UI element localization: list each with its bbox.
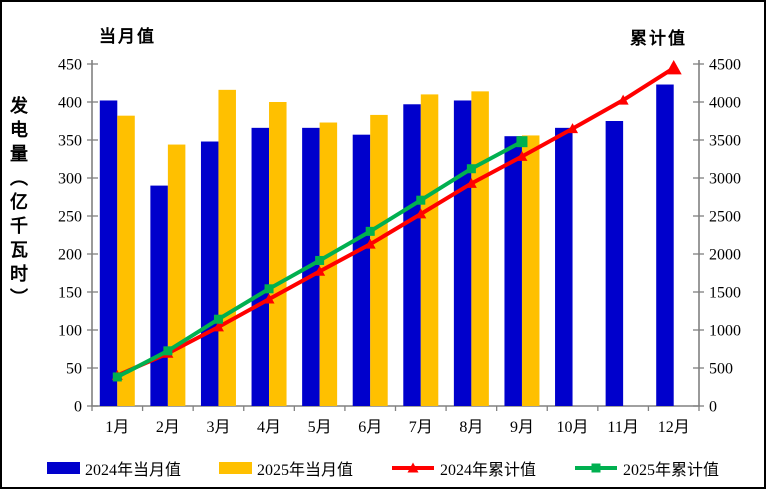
bar-2024年当月值-12月: [656, 84, 674, 407]
left-tick-label: 350: [58, 133, 82, 150]
left-tick-label: 300: [58, 171, 82, 188]
legend-label: 2024年累计值: [440, 462, 537, 479]
bar-2024年当月值-6月: [352, 134, 371, 406]
left-tick-label: 50: [66, 361, 82, 378]
x-tick-label: 8月: [459, 419, 483, 436]
left-tick-label: 450: [58, 57, 82, 74]
bar-2025年当月值-6月: [370, 114, 388, 407]
x-tick-label: 10月: [557, 419, 589, 436]
legend-swatch-bar-2024: [46, 462, 80, 474]
marker-2024年累计值: [415, 208, 427, 219]
marker-2025年累计值: [516, 136, 528, 148]
legend-item-2024-monthly: 2024年当月值: [46, 456, 181, 480]
left-axis: 0 50 100 150 200 250 300 350 400 450: [58, 57, 98, 416]
marker-2024年累计值: [212, 321, 224, 332]
marker-2024年累计值: [617, 94, 629, 105]
legend-item-2024-cumulative: 2024年累计值: [391, 456, 536, 480]
chart-legend: 2024年当月值 2025年当月值 2024年累计值 2025年累计值: [2, 456, 764, 480]
bar-2025年当月值-8月: [471, 91, 489, 407]
x-tick-label: 9月: [510, 419, 534, 436]
x-tick-label: 6月: [358, 419, 382, 436]
x-tick-label: 4月: [257, 419, 281, 436]
x-tick-label: 11月: [607, 419, 638, 436]
square-marker-icon: [575, 463, 618, 473]
bar-2025年当月值-1月: [117, 115, 135, 407]
bar-2024年当月值-8月: [453, 100, 472, 406]
marker-2024年累计值: [465, 177, 477, 188]
right-tick-label: 3000: [709, 171, 741, 188]
right-tick-label: 2000: [709, 247, 741, 264]
x-tick-label: 3月: [206, 419, 230, 436]
x-tick-label: 2月: [156, 419, 180, 436]
triangle-marker-icon: [392, 462, 434, 473]
marker-2024年累计值: [516, 150, 528, 161]
x-tick-label: 1月: [105, 419, 129, 436]
bar-2024年当月值-11月: [605, 121, 624, 406]
bar-2024年当月值-1月: [99, 100, 118, 406]
bar-2024年当月值-7月: [403, 104, 421, 406]
right-tick-label: 500: [709, 361, 733, 378]
right-tick-label: 0: [709, 399, 717, 416]
marker-2024年累计值: [665, 60, 682, 75]
legend-item-2025-cumulative: 2025年累计值: [574, 456, 719, 480]
left-tick-label: 100: [58, 323, 82, 340]
marker-2024年累计值: [567, 123, 579, 134]
legend-label: 2024年当月值: [84, 462, 181, 479]
legend-swatch-bar-2025: [218, 462, 252, 474]
legend-label: 2025年累计值: [623, 462, 720, 479]
marker-2025年累计值: [416, 195, 426, 205]
bar-2025年当月值-9月: [521, 135, 540, 406]
right-tick-label: 2500: [709, 209, 741, 226]
legend-label: 2025年当月值: [256, 462, 353, 479]
bar-2024年当月值-2月: [150, 185, 168, 406]
marker-2024年累计值: [314, 265, 326, 276]
bar-2025年当月值-3月: [218, 89, 236, 406]
legend-swatch-line-2025: [574, 461, 618, 475]
marker-2024年累计值: [364, 238, 376, 249]
marker-2025年累计值: [466, 164, 476, 174]
x-tick-label: 5月: [308, 419, 332, 436]
left-axis-title: 当月值: [99, 27, 156, 46]
right-tick-label: 4500: [709, 57, 741, 74]
bar-2025年当月值-5月: [319, 122, 338, 407]
x-tick-label: 7月: [409, 419, 433, 436]
right-axis-title: 累计值: [630, 29, 687, 48]
bar-2024年当月值-10月: [555, 127, 573, 406]
bar-2025年当月值-4月: [269, 102, 287, 406]
marker-2025年累计值: [365, 226, 375, 236]
marker-2024年累计值: [263, 293, 275, 304]
bars-2025年当月值: [117, 89, 540, 407]
legend-item-2025-monthly: 2025年当月值: [218, 456, 353, 480]
marker-2025年累计值: [213, 314, 223, 324]
bar-2024年当月值-4月: [251, 127, 270, 406]
right-tick-label: 4000: [709, 95, 741, 112]
right-axis: 0 500 1000 1500 2000 2500 3000 3500 4000 4500: [693, 57, 741, 416]
bar-2025年当月值-7月: [420, 94, 439, 407]
marker-2025年累计值: [264, 284, 274, 294]
x-axis: 1月 2月 3月 4月 5月 6月 7月 8月 9月 10月 11月 12月: [91, 405, 700, 436]
right-tick-label: 1000: [709, 323, 741, 340]
right-tick-label: 3500: [709, 133, 741, 150]
y-axis-unit-title: 发电量（亿千瓦时）: [8, 96, 28, 312]
right-tick-label: 1500: [709, 285, 741, 302]
bar-2024年当月值-9月: [504, 136, 522, 406]
line-2025年累计值: [112, 136, 528, 382]
marker-2025年累计值: [315, 255, 325, 265]
left-tick-label: 400: [58, 95, 82, 112]
bar-2024年当月值-3月: [200, 141, 219, 406]
bar-2025年当月值-2月: [167, 144, 186, 406]
marker-2025年累计值: [163, 346, 173, 356]
bars-2024年当月值: [99, 84, 674, 407]
left-tick-label: 200: [58, 247, 82, 264]
legend-swatch-line-2024: [391, 461, 435, 475]
x-tick-label: 12月: [658, 419, 690, 436]
left-tick-label: 250: [58, 209, 82, 226]
left-tick-label: 150: [58, 285, 82, 302]
left-tick-label: 0: [74, 399, 82, 416]
marker-2025年累计值: [112, 372, 122, 382]
